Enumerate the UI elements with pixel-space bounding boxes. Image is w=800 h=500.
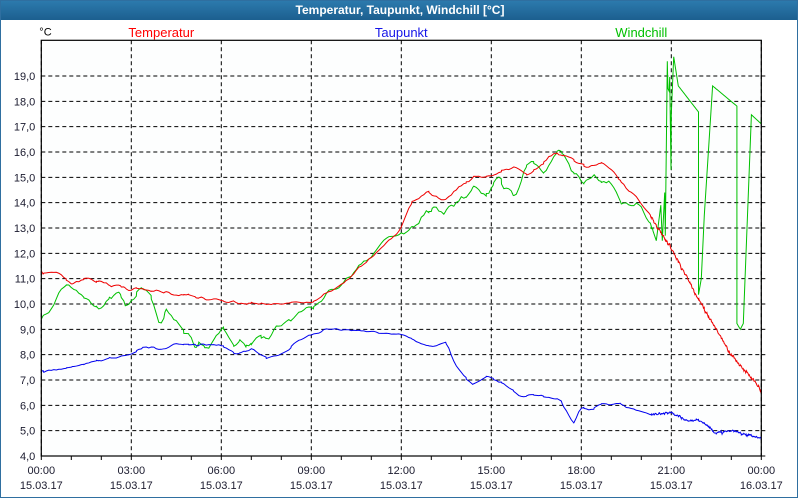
svg-text:06:00: 06:00 (208, 465, 236, 477)
svg-text:15.03.17: 15.03.17 (380, 480, 423, 492)
svg-text:15.03.17: 15.03.17 (560, 480, 603, 492)
svg-text:12,0: 12,0 (14, 248, 35, 260)
svg-text:15,0: 15,0 (14, 172, 35, 184)
svg-text:15.03.17: 15.03.17 (470, 480, 513, 492)
svg-text:17,0: 17,0 (14, 122, 35, 134)
svg-text:15.03.17: 15.03.17 (20, 480, 63, 492)
svg-text:°C: °C (39, 26, 51, 38)
svg-text:21:00: 21:00 (658, 465, 686, 477)
svg-text:6,0: 6,0 (20, 400, 35, 412)
svg-text:10,0: 10,0 (14, 299, 35, 311)
svg-text:15.03.17: 15.03.17 (200, 480, 243, 492)
svg-text:9,0: 9,0 (20, 324, 35, 336)
svg-text:09:00: 09:00 (298, 465, 326, 477)
svg-text:16.03.17: 16.03.17 (740, 480, 783, 492)
svg-text:13,0: 13,0 (14, 223, 35, 235)
svg-text:15.03.17: 15.03.17 (110, 480, 153, 492)
svg-text:15.03.17: 15.03.17 (650, 480, 693, 492)
svg-text:11,0: 11,0 (15, 274, 36, 286)
svg-text:00:00: 00:00 (748, 465, 776, 477)
svg-text:16,0: 16,0 (14, 147, 35, 159)
svg-text:03:00: 03:00 (118, 465, 146, 477)
svg-text:18:00: 18:00 (568, 465, 596, 477)
svg-text:15:00: 15:00 (478, 465, 506, 477)
svg-text:12:00: 12:00 (388, 465, 416, 477)
svg-text:18,0: 18,0 (14, 96, 35, 108)
svg-text:8,0: 8,0 (20, 350, 35, 362)
svg-text:14,0: 14,0 (14, 198, 35, 210)
svg-text:7,0: 7,0 (20, 375, 35, 387)
svg-text:5,0: 5,0 (20, 426, 35, 438)
svg-text:4,0: 4,0 (20, 451, 35, 463)
svg-text:15.03.17: 15.03.17 (290, 480, 333, 492)
svg-text:19,0: 19,0 (14, 71, 35, 83)
svg-text:00:00: 00:00 (28, 465, 56, 477)
